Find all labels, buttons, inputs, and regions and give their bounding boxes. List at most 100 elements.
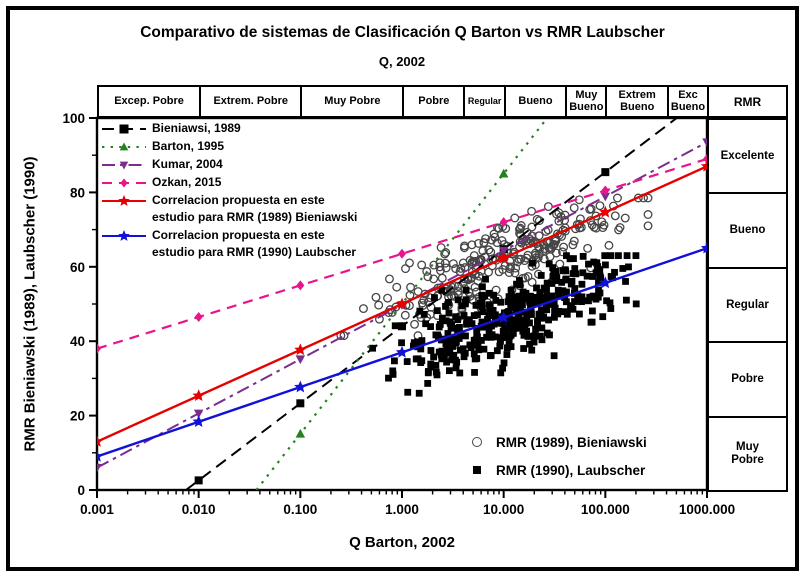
scatter-point-square <box>487 311 495 319</box>
scatter-point-square <box>571 298 578 305</box>
legend-label: Barton, 1995 <box>152 139 225 153</box>
scatter-point-square <box>497 334 505 341</box>
scatter-point-circle <box>429 260 439 270</box>
scatter-point-square <box>455 326 463 333</box>
scatter-point-circle <box>511 263 521 273</box>
scatter-point-square <box>451 324 458 332</box>
x-tick-label: 100.000 <box>581 502 630 517</box>
scatter-point-square <box>570 255 577 262</box>
line-legend: Bieniawsi, 1989 Barton, 1995 Kumar, 2004 Oz… <box>101 120 357 262</box>
x-tick-label: 10.000 <box>483 502 524 517</box>
scatter-point-square <box>473 355 481 362</box>
scatter-point-circle <box>481 234 491 244</box>
scatter-point-square <box>507 331 515 339</box>
y-tick-label: 40 <box>70 334 85 349</box>
scatter-point-square <box>548 292 556 300</box>
legend-swatch-barton-1995 <box>102 142 146 151</box>
marker-propuesta-rmr1989 <box>700 159 707 172</box>
scatter-point-square <box>480 345 488 353</box>
scatter-point-circle <box>410 319 420 329</box>
scatter-point-square <box>447 338 455 346</box>
marker-propuesta-rmr1989 <box>497 251 510 264</box>
scatter-point-square <box>443 358 450 366</box>
scatter-point-circle <box>543 202 553 211</box>
scatter-point-circle <box>569 203 579 213</box>
scatter-point-square <box>532 325 540 333</box>
marker-bieniawski-1989 <box>296 399 305 408</box>
scatter-point-square <box>444 330 452 337</box>
scatter-point-square <box>550 299 558 306</box>
scatter-point-square <box>625 263 632 271</box>
scatter-point-circle <box>554 208 564 218</box>
scatter-point-square <box>619 265 627 272</box>
scatter-point-circle <box>554 216 564 226</box>
series-propuesta-rmr1990 <box>97 241 707 462</box>
marker-kumar-2004 <box>600 192 611 202</box>
marker-kumar-2004 <box>193 409 204 419</box>
scatter-point-square <box>521 295 529 303</box>
scatter-point-square <box>422 320 430 328</box>
scatter-point-circle <box>569 236 579 246</box>
rmr-band-box: Muy Pobre <box>707 415 788 493</box>
scatter-point-square <box>404 388 412 396</box>
scatter-point-square <box>391 357 398 365</box>
scatter-point-square <box>452 313 460 321</box>
scatter-point-square <box>527 306 535 314</box>
scatter-point-square <box>566 255 574 263</box>
scatter-point-square <box>593 259 601 267</box>
scatter-point-square <box>545 260 553 268</box>
scatter-point-square <box>538 324 546 332</box>
marker-ozkan-2015 <box>499 217 508 228</box>
scatter-point-square <box>579 269 587 277</box>
scatter-point-square <box>445 367 453 375</box>
scatter-point-square <box>427 347 435 354</box>
scatter-point-circle <box>604 240 614 250</box>
scatter-point-square <box>425 368 432 375</box>
marker-barton-1995 <box>498 168 509 178</box>
scatter-point-square <box>500 359 508 367</box>
scatter-point-circle <box>595 201 605 211</box>
scatter-point-square <box>595 279 602 287</box>
series-ozkan-2015 <box>97 153 707 354</box>
scatter-point-circle <box>423 272 433 282</box>
scatter-point-square <box>519 288 527 296</box>
scatter-point-square <box>536 332 544 340</box>
scatter-point-circle <box>467 240 477 250</box>
scatter-point-circle <box>474 238 483 248</box>
scatter-point-square <box>569 305 577 313</box>
scatter-point-square <box>467 344 475 352</box>
scatter-point-square <box>410 342 417 350</box>
legend-entry-ozkan-2015: Ozkan, 2015 <box>101 174 357 191</box>
legend-label: Correlacion propuesta en este estudio pa… <box>152 228 357 259</box>
marker-ozkan-2015 <box>398 248 406 259</box>
scatter-point-circle <box>534 216 544 226</box>
q-class-box: Extrem Bueno <box>605 85 670 118</box>
scatter-point-square <box>537 272 545 279</box>
scatter-point-square <box>438 314 446 322</box>
scatter-point-square <box>498 320 506 327</box>
scatter-point-circle <box>591 223 601 233</box>
scatter-point-square <box>451 335 459 343</box>
scatter-point-circle <box>413 287 423 296</box>
scatter-point-square <box>410 339 418 347</box>
scatter-point-square <box>632 300 640 308</box>
series-propuesta-rmr1989 <box>97 159 707 447</box>
scatter-point-square <box>609 274 616 282</box>
scatter-point-square <box>462 332 469 340</box>
scatter-point-square <box>526 340 533 348</box>
scatter-point-square <box>574 292 582 300</box>
x-tick-label: 1.000 <box>385 502 419 517</box>
x-tick-label: 0.010 <box>182 502 216 517</box>
marker-ozkan-2015 <box>703 153 707 164</box>
y-tick-label: 80 <box>70 185 85 200</box>
marker-propuesta-rmr1990 <box>294 380 307 393</box>
x-axis-label: Q Barton, 2002 <box>349 534 455 551</box>
scatter-point-circle <box>527 206 537 216</box>
scatter-point-square <box>548 280 556 287</box>
scatter-point-circle <box>441 263 451 273</box>
legend-marker-propuesta-rmr1990 <box>118 230 130 241</box>
scatter-point-circle <box>400 310 410 320</box>
scatter-point-square <box>528 259 536 267</box>
scatter-point-square <box>601 252 609 260</box>
